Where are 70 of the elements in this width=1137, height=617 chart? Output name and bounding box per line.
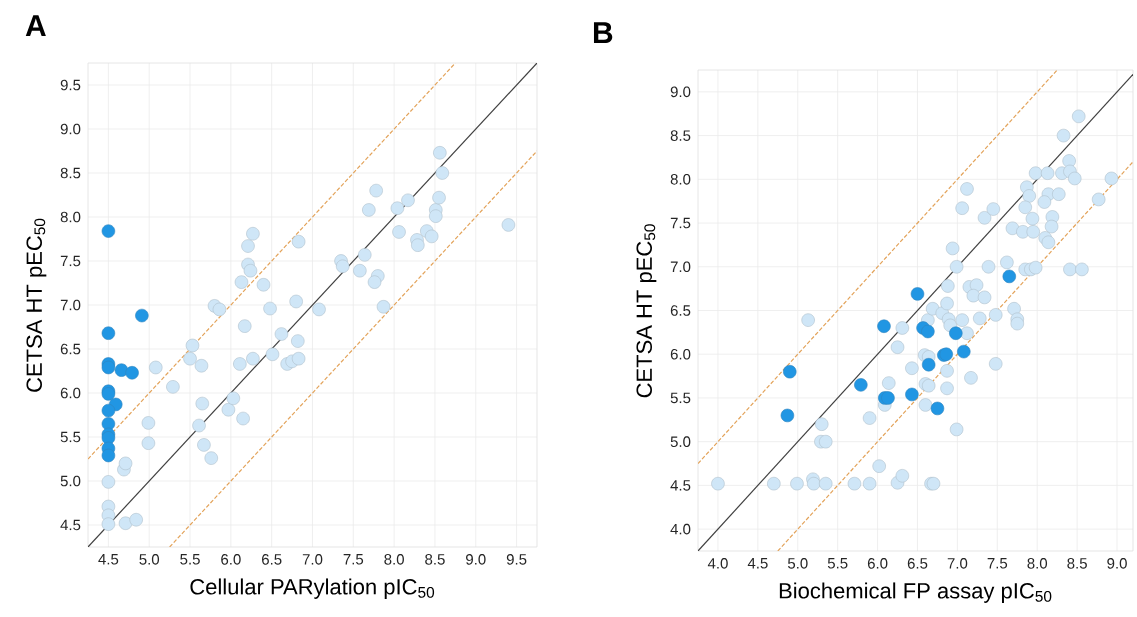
chart-title: B: [593, 22, 613, 43]
point: [783, 365, 797, 379]
y-tick-label: 8.5: [670, 130, 691, 141]
x-tick-label: 4.5: [747, 558, 768, 569]
point: [125, 366, 139, 380]
y-axis-title: CETSA HT pEC$_{50}$: [26, 218, 47, 392]
point: [135, 308, 149, 323]
x-tick-label: 9.5: [506, 554, 527, 565]
y-tick-label: 4.5: [670, 480, 691, 491]
y-tick-label: 6.5: [670, 305, 691, 316]
x-tick-label: 4.5: [98, 554, 119, 565]
point: [877, 319, 891, 333]
y-tick-label: 9.0: [670, 86, 691, 98]
y-tick-label: 6.5: [60, 343, 81, 355]
x-tick-label: 7.0: [302, 554, 323, 565]
point: [780, 408, 795, 423]
x-tick-label: 5.5: [180, 554, 200, 565]
y-tick-label: 6.0: [60, 387, 81, 399]
y-tick-label: 9.0: [60, 123, 81, 135]
point: [101, 403, 116, 418]
x-tick-label: 7.5: [987, 558, 1008, 569]
y-tick-label: 4.0: [670, 523, 691, 535]
x-tick-label: 8.5: [425, 554, 445, 565]
point: [957, 344, 971, 359]
point: [101, 360, 116, 375]
chart-title: A: [25, 15, 46, 36]
x-axis-title: Biochemical FP assay pIC$_{50}$: [779, 582, 1052, 603]
point: [930, 401, 945, 416]
y-tick-label: 7.0: [60, 299, 81, 311]
y-tick-label: 5.0: [670, 436, 691, 447]
x-tick-label: 9.0: [466, 554, 486, 565]
x-tick-label: 6.0: [867, 558, 888, 569]
x-tick-label: 8.0: [1027, 558, 1048, 569]
point: [101, 448, 116, 463]
point: [905, 387, 919, 402]
x-tick-label: 6.5: [907, 558, 928, 569]
y-tick-label: 8.0: [60, 211, 81, 223]
y-tick-label: 8.5: [60, 167, 81, 179]
x-tick-label: 5.5: [827, 558, 848, 569]
y-tick-label: 6.0: [670, 348, 691, 360]
point: [101, 326, 116, 340]
y-tick-label: 5.5: [670, 392, 691, 404]
y-tick-label: 5.0: [60, 475, 81, 487]
y-axis-title: CETSA HT pEC$_{50}$: [636, 224, 657, 398]
x-tick-label: 6.5: [262, 554, 282, 565]
y-tick-label: 4.5: [60, 519, 81, 531]
x-tick-label: 5.0: [139, 554, 160, 565]
x-tick-label: 8.5: [1067, 558, 1087, 569]
point: [1002, 269, 1016, 284]
x-tick-label: 6.0: [221, 554, 241, 565]
y-tick-label: 5.5: [60, 431, 81, 443]
point: [949, 326, 963, 340]
y-tick-label: 8.0: [670, 174, 691, 185]
point: [910, 287, 925, 301]
y-tick-label: 7.5: [60, 255, 81, 267]
point: [921, 324, 935, 339]
x-axis-title: Cellular PARylation pIC$_{50}$: [190, 578, 435, 599]
x-tick-label: 7.0: [947, 558, 968, 569]
y-tick-label: 9.5: [60, 79, 81, 91]
x-tick-label: 5.0: [787, 558, 808, 569]
point: [921, 358, 936, 372]
x-tick-label: 4.0: [707, 558, 728, 569]
point: [101, 431, 116, 445]
x-tick-label: 7.5: [343, 554, 364, 565]
y-tick-label: 7.0: [670, 261, 691, 273]
point: [854, 378, 868, 392]
y-tick-label: 7.5: [670, 217, 691, 229]
x-tick-label: 8.0: [384, 554, 404, 565]
x-tick-label: 9.0: [1107, 558, 1127, 569]
point: [101, 224, 116, 238]
